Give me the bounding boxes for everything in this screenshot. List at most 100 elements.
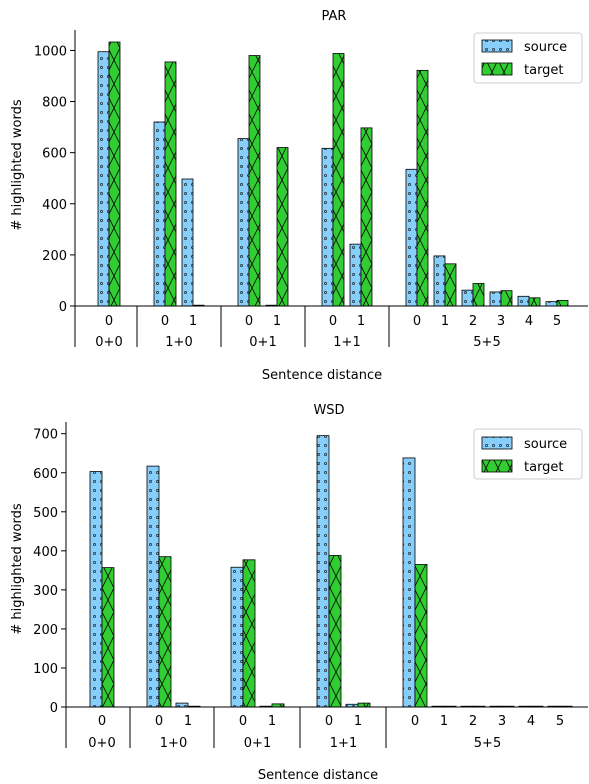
x-group-label: 1+1 xyxy=(330,736,357,751)
x-group-label: 0+0 xyxy=(88,736,115,751)
bar-target-0+1-0 xyxy=(242,559,256,708)
bar-target-5+5-4 xyxy=(528,297,541,307)
y-tick-label: 1000 xyxy=(34,44,67,59)
x-group-label: 1+0 xyxy=(160,736,187,751)
legend-label-target: target xyxy=(524,460,564,475)
chart-par-legend: source target xyxy=(473,32,583,84)
y-tick-label: 400 xyxy=(33,545,58,560)
x-group-label: 1+0 xyxy=(165,335,192,350)
chart-par-xlabel: Sentence distance xyxy=(262,368,382,383)
x-tick-label: 1 xyxy=(189,314,197,329)
y-tick-label: 400 xyxy=(42,198,67,213)
x-tick-label: 2 xyxy=(469,314,477,329)
legend-swatch-target xyxy=(481,62,513,76)
y-tick-label: 200 xyxy=(33,623,58,638)
x-tick-label: 0 xyxy=(245,314,253,329)
y-tick-label: 0 xyxy=(50,701,58,716)
bar-target-5+5-5 xyxy=(556,299,569,307)
chart-par-xaxis: 0 0+0 0 1 1+0 0 1 0+1 0 1 1+1 0 1 2 3 4 5 5+5 xyxy=(74,306,561,350)
bar-target-5+5-0 xyxy=(416,69,429,307)
x-tick-label: 0 xyxy=(161,314,169,329)
y-tick-label: 100 xyxy=(33,662,58,677)
bar-source-5+5-4 xyxy=(517,295,530,307)
bar-target-1+0-0 xyxy=(158,556,172,708)
y-tick-label: 0 xyxy=(59,300,67,315)
x-tick-label: 0 xyxy=(413,314,421,329)
legend-swatch-target xyxy=(481,459,513,473)
bar-source-1+1-0 xyxy=(321,147,334,307)
chart-wsd-bars xyxy=(89,435,573,708)
x-tick-label: 0 xyxy=(329,314,337,329)
bar-source-5+5-5 xyxy=(545,301,558,307)
y-tick-label: 800 xyxy=(42,96,67,111)
bar-source-0+1-0 xyxy=(237,138,250,307)
bar-source-1+0-1 xyxy=(175,702,189,708)
chart-par-yticks: 0 200 400 600 800 1000 xyxy=(34,44,75,315)
bar-source-5+5-0 xyxy=(405,168,418,307)
bar-source-5+5-0 xyxy=(402,457,416,708)
bar-source-1+1-0 xyxy=(316,435,330,708)
bar-target-5+5-0 xyxy=(414,564,428,708)
x-tick-label: 3 xyxy=(497,314,505,329)
x-group-label: 0+1 xyxy=(249,335,276,350)
chart-wsd-legend: source target xyxy=(473,428,583,480)
chart-wsd-yticks: 0 100 200 300 400 500 600 700 xyxy=(33,428,66,716)
x-tick-label: 0 xyxy=(239,714,247,729)
bar-source-5+5-1 xyxy=(433,255,446,307)
x-tick-label: 3 xyxy=(498,714,506,729)
y-tick-label: 600 xyxy=(33,467,58,482)
x-group-label: 5+5 xyxy=(474,736,501,751)
x-tick-label: 1 xyxy=(441,314,449,329)
bar-target-1+1-0 xyxy=(332,53,345,307)
x-group-label: 5+5 xyxy=(473,335,500,350)
legend-swatch-source xyxy=(481,39,513,53)
legend-label-source: source xyxy=(524,437,567,452)
bar-source-1+0-1 xyxy=(181,178,194,307)
bar-target-0+0-0 xyxy=(101,567,115,708)
bar-source-1+0-0 xyxy=(153,121,166,307)
x-tick-label: 5 xyxy=(553,314,561,329)
x-tick-label: 2 xyxy=(469,714,477,729)
bar-source-1+0-0 xyxy=(146,465,160,708)
x-tick-label: 0 xyxy=(325,714,333,729)
bar-target-5+5-3 xyxy=(500,290,513,307)
legend-label-source: source xyxy=(524,40,567,55)
y-tick-label: 300 xyxy=(33,584,58,599)
chart-wsd-title: WSD xyxy=(313,403,344,418)
x-tick-label: 0 xyxy=(105,314,113,329)
x-group-label: 0+1 xyxy=(244,736,271,751)
legend-swatch-source xyxy=(481,436,513,450)
x-group-label: 1+1 xyxy=(333,335,360,350)
bar-target-1+1-1 xyxy=(360,127,373,307)
bar-target-1+1-1 xyxy=(357,702,371,708)
x-tick-label: 1 xyxy=(268,714,276,729)
chart-wsd-ylabel: # highlighted words xyxy=(10,503,25,635)
x-tick-label: 4 xyxy=(527,714,535,729)
bar-source-5+5-2 xyxy=(461,289,474,307)
chart-wsd-xlabel: Sentence distance xyxy=(258,768,378,783)
bar-target-0+1-1 xyxy=(276,147,289,307)
x-tick-label: 1 xyxy=(357,314,365,329)
x-tick-label: 1 xyxy=(273,314,281,329)
bar-target-0+1-0 xyxy=(248,55,261,307)
x-tick-label: 4 xyxy=(525,314,533,329)
y-tick-label: 700 xyxy=(33,428,58,443)
x-group-label: 0+0 xyxy=(95,335,122,350)
x-tick-label: 0 xyxy=(411,714,419,729)
y-tick-label: 500 xyxy=(33,506,58,521)
x-tick-label: 1 xyxy=(440,714,448,729)
x-tick-label: 5 xyxy=(556,714,564,729)
chart-par-ylabel: # highlighted words xyxy=(10,99,25,231)
chart-par: PAR # highlighted words 0200400600800100… xyxy=(10,9,588,383)
y-tick-label: 200 xyxy=(42,249,67,264)
chart-wsd-xaxis: 0 0+0 0 1 1+0 0 1 0+1 0 1 1+1 0 1 2 3 4 5 5+5 xyxy=(65,707,564,751)
x-tick-label: 1 xyxy=(354,714,362,729)
bar-source-5+5-3 xyxy=(489,291,502,307)
x-tick-label: 1 xyxy=(184,714,192,729)
chart-par-title: PAR xyxy=(322,9,347,24)
legend-label-target: target xyxy=(524,63,564,78)
bar-target-1+0-0 xyxy=(164,61,177,307)
bar-source-1+1-1 xyxy=(349,243,362,307)
x-tick-label: 0 xyxy=(98,714,106,729)
